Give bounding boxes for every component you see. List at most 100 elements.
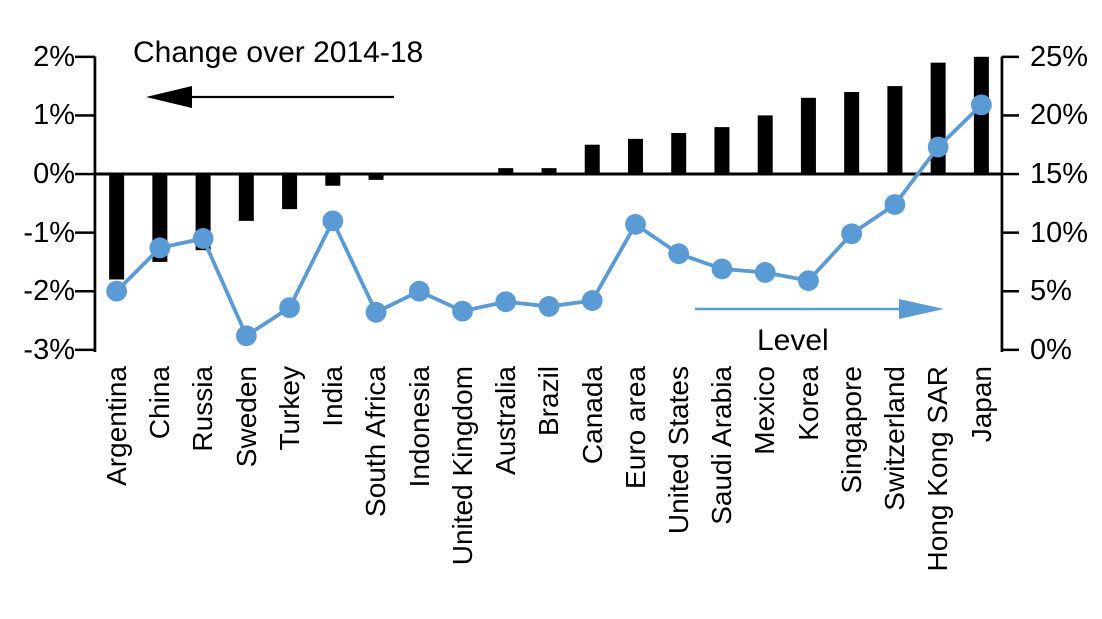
bar-switzerland bbox=[887, 86, 903, 174]
x-axis-category-label: Turkey bbox=[273, 366, 305, 451]
level-marker-mexico bbox=[754, 262, 776, 283]
level-marker-sweden bbox=[235, 325, 257, 347]
x-axis-category-label: Sweden bbox=[230, 366, 262, 468]
x-axis-category: Euro area bbox=[614, 366, 657, 619]
x-axis-category-label: Canada bbox=[576, 366, 608, 465]
right-axis-tick-label: 25% bbox=[1030, 40, 1089, 73]
level-marker-hong-kong-sar bbox=[927, 136, 949, 158]
bar-korea bbox=[800, 97, 816, 174]
x-axis-category-label: Euro area bbox=[619, 366, 651, 489]
x-axis-category: Saudi Arabia bbox=[700, 366, 743, 619]
x-axis-category: Korea bbox=[787, 366, 830, 619]
x-axis-category-label: South Africa bbox=[360, 366, 392, 517]
bar-turkey bbox=[282, 174, 298, 210]
level-marker-switzerland bbox=[884, 194, 906, 215]
x-axis-category: Mexico bbox=[744, 366, 787, 619]
x-axis-category: China bbox=[138, 366, 181, 619]
left-axis-tick-label: 0% bbox=[33, 158, 75, 190]
x-axis-category-label: Switzerland bbox=[879, 366, 911, 511]
right-axis-tick-label: 20% bbox=[1030, 99, 1089, 132]
bar-canada bbox=[584, 144, 600, 174]
left-axis-tick-label: 2% bbox=[33, 40, 75, 73]
bar-singapore bbox=[844, 91, 860, 174]
x-axis-category: Switzerland bbox=[873, 366, 916, 619]
level-marker-argentina bbox=[106, 280, 128, 302]
bar-australia bbox=[498, 168, 514, 174]
left-axis-labels: 2% 1% 0% -1% -2% -3% bbox=[0, 0, 75, 619]
x-axis-category: Indonesia bbox=[398, 366, 441, 619]
x-axis-category: Sweden bbox=[225, 366, 268, 619]
line-series-annotation: Level bbox=[757, 324, 829, 357]
bar-annotation-arrow-head bbox=[146, 86, 192, 108]
x-axis-category-label: Japan bbox=[965, 366, 997, 443]
left-axis-tick bbox=[75, 348, 95, 352]
level-marker-japan bbox=[970, 94, 992, 116]
x-axis-category-label: Hong Kong SAR bbox=[922, 366, 954, 572]
bar-united-states bbox=[671, 132, 687, 174]
left-axis-tick-label: -3% bbox=[23, 333, 75, 366]
bar-india bbox=[325, 174, 341, 186]
level-marker-russia bbox=[192, 228, 214, 249]
left-axis-tick-label: -2% bbox=[23, 275, 75, 308]
level-marker-euro-area bbox=[625, 213, 646, 235]
x-axis-category-label: India bbox=[317, 366, 349, 427]
x-axis-category: Argentina bbox=[95, 366, 138, 619]
level-marker-australia bbox=[495, 291, 517, 313]
x-axis-category: Hong Kong SAR bbox=[916, 366, 959, 619]
bar-series-annotation: Change over 2014-18 bbox=[133, 36, 424, 69]
x-axis-category-label: United Kingdom bbox=[446, 366, 478, 566]
right-axis-tick bbox=[1002, 348, 1019, 352]
right-axis-tick bbox=[1002, 290, 1019, 293]
right-axis-labels: 25% 20% 15% 10% 5% 0% bbox=[1030, 0, 1102, 619]
x-axis-category: Singapore bbox=[830, 366, 873, 619]
right-axis-tick bbox=[1002, 172, 1019, 176]
right-axis-tick-label: 15% bbox=[1030, 158, 1089, 190]
x-axis-category: United Kingdom bbox=[441, 366, 484, 619]
x-axis-category-label: Brazil bbox=[533, 366, 565, 437]
bar-sweden bbox=[238, 174, 254, 221]
x-axis-category: South Africa bbox=[354, 366, 397, 619]
zero-line bbox=[95, 172, 1003, 176]
left-axis-tick-label: 1% bbox=[33, 99, 75, 132]
bar-argentina bbox=[109, 174, 125, 280]
x-axis-category-label: Indonesia bbox=[403, 366, 435, 488]
level-marker-canada bbox=[581, 290, 603, 311]
left-axis-tick bbox=[75, 290, 95, 293]
left-axis-tick bbox=[75, 55, 95, 59]
x-axis-category: Turkey bbox=[268, 366, 311, 619]
level-marker-united-states bbox=[668, 243, 690, 265]
level-marker-china bbox=[149, 237, 171, 259]
left-axis-spine bbox=[93, 56, 97, 352]
level-marker-saudi-arabia bbox=[711, 258, 733, 280]
x-axis-category-label: Mexico bbox=[749, 366, 781, 455]
level-marker-india bbox=[322, 210, 344, 232]
bar-euro-area bbox=[627, 138, 643, 174]
x-axis-category-label: Saudi Arabia bbox=[706, 366, 738, 525]
x-axis-category: India bbox=[311, 366, 354, 619]
bar-south-africa bbox=[368, 174, 384, 180]
left-axis-tick bbox=[75, 231, 95, 234]
right-axis-tick-label: 5% bbox=[1030, 275, 1072, 308]
x-axis-category-label: Singapore bbox=[835, 366, 867, 494]
right-axis-tick bbox=[1002, 55, 1019, 59]
bar-japan bbox=[973, 56, 989, 174]
x-axis-category: United States bbox=[657, 366, 700, 619]
x-axis-category: Australia bbox=[484, 366, 527, 619]
level-marker-indonesia bbox=[408, 280, 430, 302]
x-axis-category: Brazil bbox=[527, 366, 570, 619]
right-axis-tick-label: 0% bbox=[1030, 333, 1072, 366]
x-axis-category: Japan bbox=[960, 366, 1003, 619]
right-axis-tick bbox=[1002, 114, 1019, 117]
x-axis-category-label: China bbox=[144, 366, 176, 440]
left-axis-tick-label: -1% bbox=[23, 216, 75, 249]
x-axis-category-label: Russia bbox=[187, 366, 219, 452]
x-axis-category-label: Argentina bbox=[100, 366, 132, 486]
left-axis-tick bbox=[75, 114, 95, 117]
right-axis-tick bbox=[1002, 231, 1019, 234]
x-axis-category-label: Australia bbox=[490, 366, 522, 475]
x-axis-category: Canada bbox=[571, 366, 614, 619]
right-axis-spine bbox=[1000, 56, 1004, 352]
x-axis-category-label: United States bbox=[662, 366, 694, 535]
level-marker-brazil bbox=[538, 296, 560, 317]
